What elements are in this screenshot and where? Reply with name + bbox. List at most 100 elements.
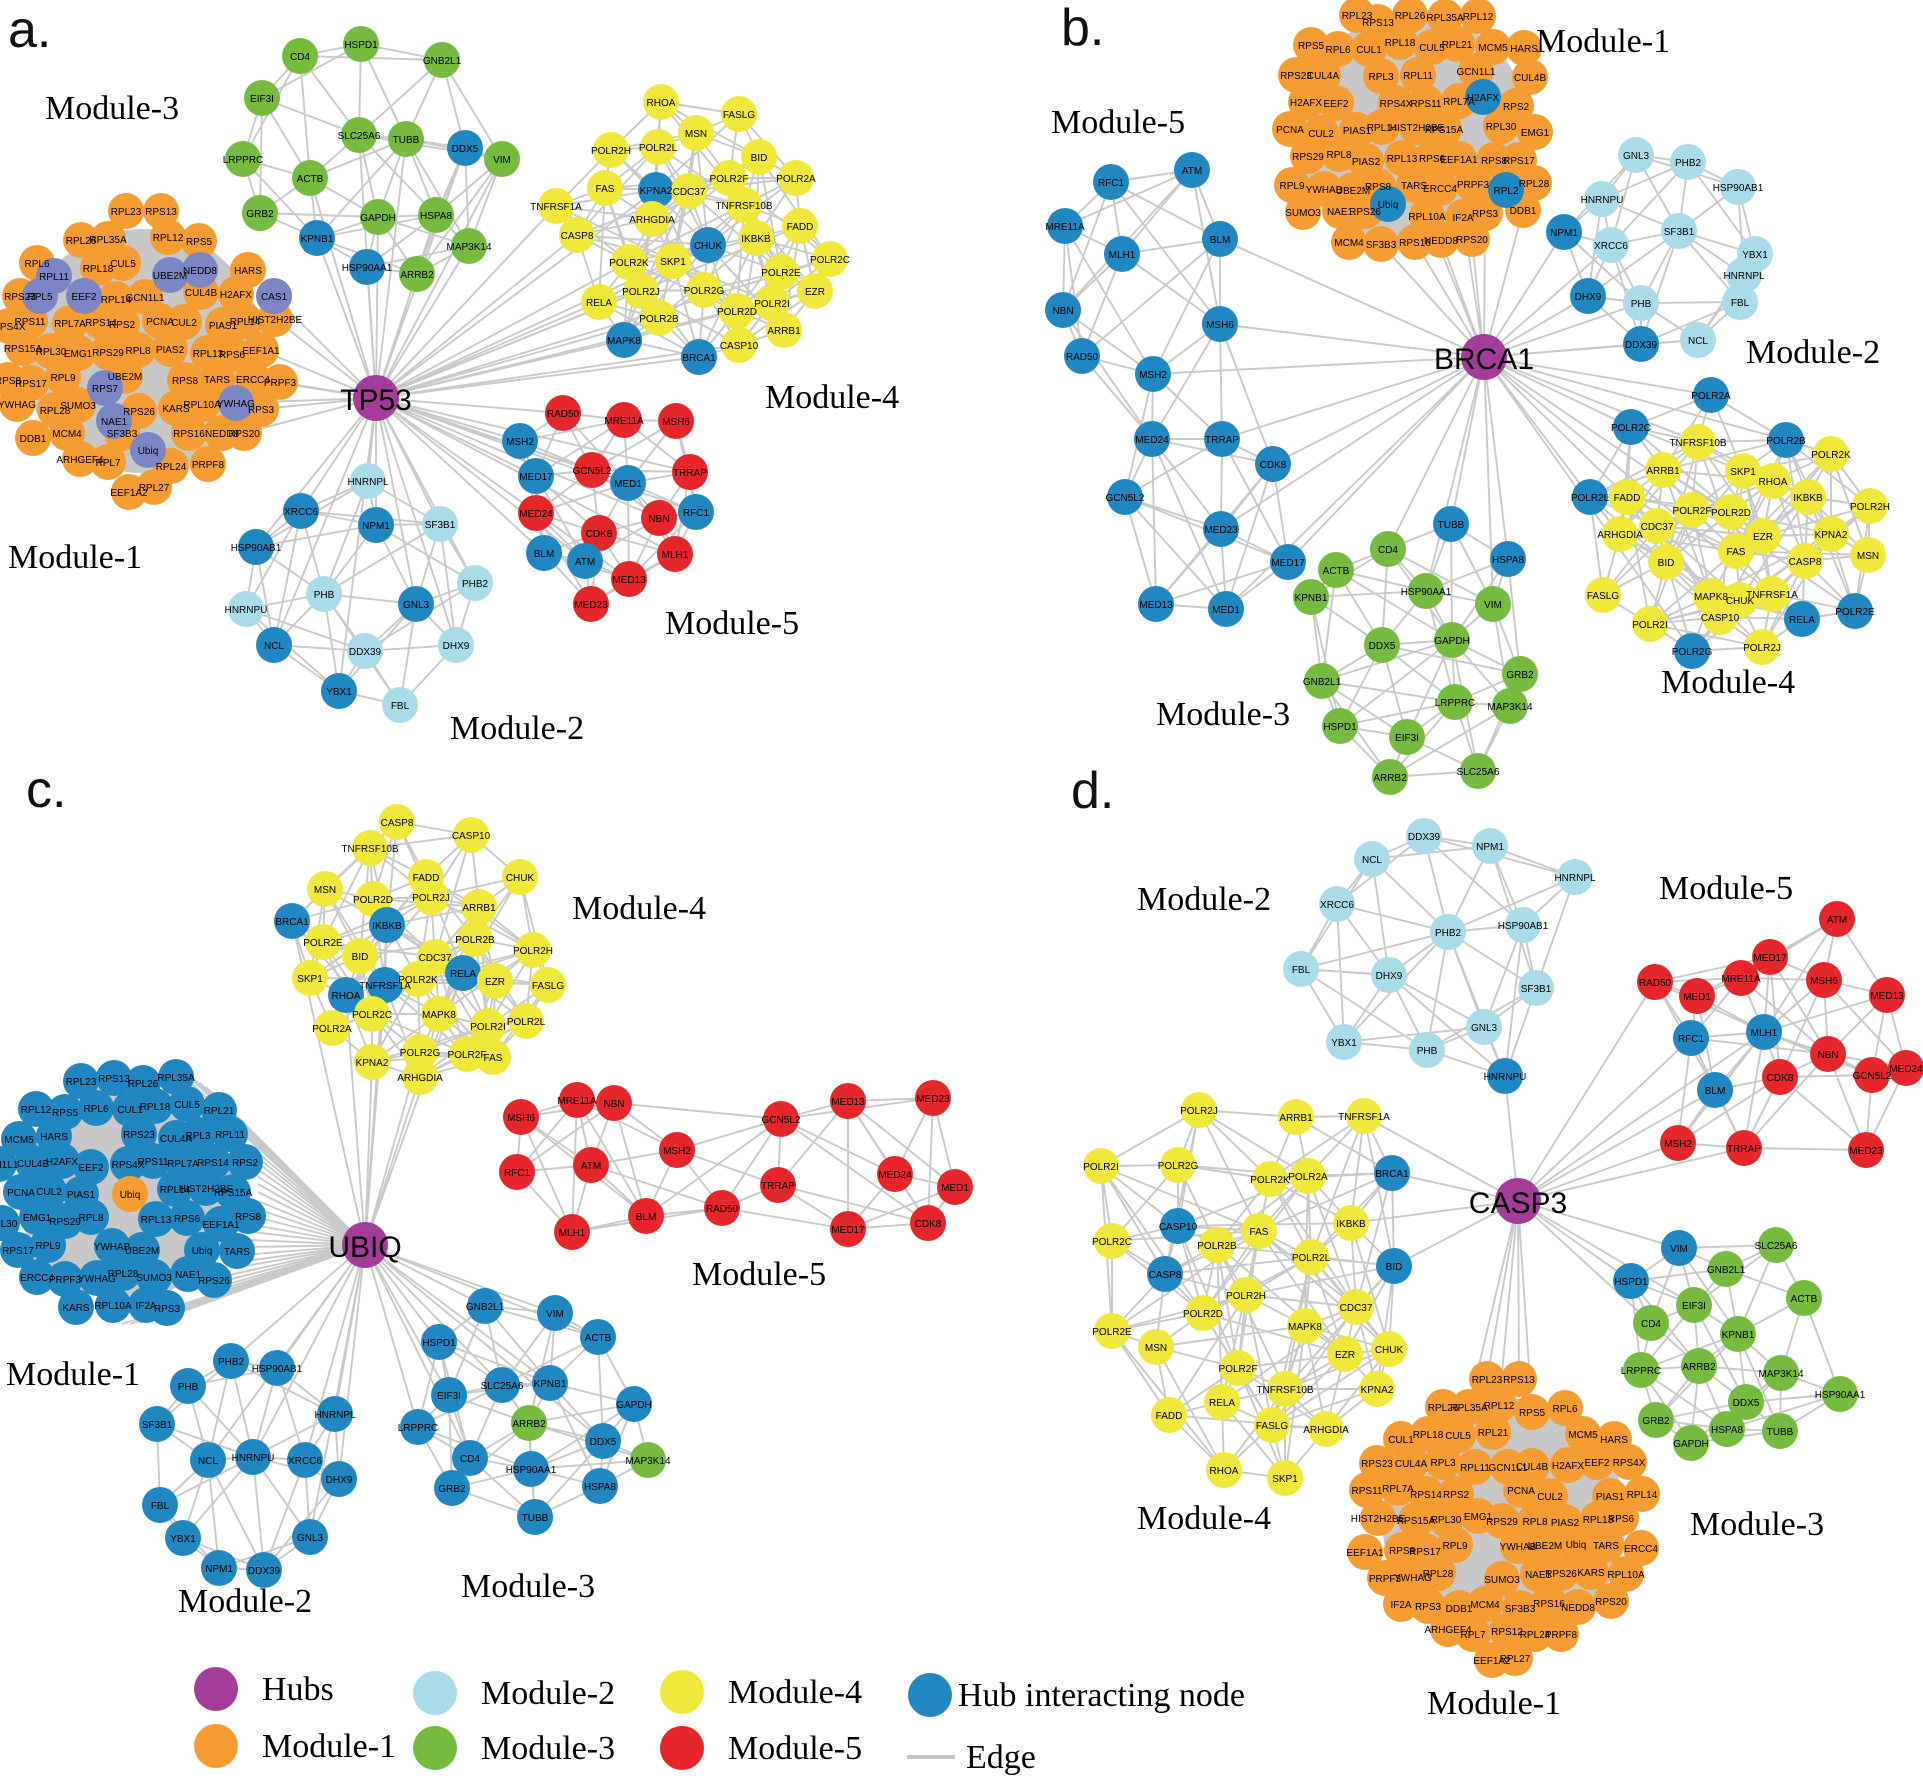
svg-text:SF3B3: SF3B3 [1366, 240, 1397, 251]
svg-text:Module-1: Module-1 [262, 1728, 396, 1765]
svg-text:MED13: MED13 [831, 1097, 865, 1108]
svg-text:RPL10A: RPL10A [1607, 1570, 1645, 1581]
svg-text:YWHAB: YWHAB [1500, 1542, 1537, 1553]
svg-text:PHB: PHB [1417, 1046, 1438, 1057]
svg-text:HSPD1: HSPD1 [422, 1338, 456, 1349]
svg-text:HSPD1: HSPD1 [1323, 722, 1357, 733]
svg-text:GNB2L1: GNB2L1 [466, 1302, 505, 1313]
svg-text:RPL35A: RPL35A [157, 1073, 195, 1084]
svg-text:SLC25A6: SLC25A6 [481, 1381, 524, 1392]
svg-text:RPL9: RPL9 [1442, 1541, 1467, 1552]
svg-text:ARHGDIA: ARHGDIA [1597, 530, 1643, 541]
svg-text:CUL2: CUL2 [1308, 129, 1334, 140]
svg-text:HIST2H2BE: HIST2H2BE [1351, 1514, 1406, 1525]
svg-text:CD4: CD4 [460, 1454, 480, 1465]
svg-text:CUL2: CUL2 [36, 1187, 62, 1198]
svg-text:RPL13: RPL13 [1387, 154, 1418, 165]
svg-text:IF2A: IF2A [135, 1301, 156, 1312]
svg-text:SF3B1: SF3B1 [142, 1420, 173, 1431]
svg-text:RPS23: RPS23 [1361, 1459, 1393, 1470]
svg-text:RPL35A: RPL35A [89, 235, 127, 246]
svg-text:DHX9: DHX9 [1376, 971, 1403, 982]
svg-text:POLR2J: POLR2J [412, 893, 450, 904]
svg-text:CAS1: CAS1 [261, 292, 288, 303]
svg-text:RPS3: RPS3 [1415, 1602, 1442, 1613]
svg-text:HARS: HARS [1510, 44, 1538, 55]
svg-text:HSP90AB1: HSP90AB1 [231, 543, 282, 554]
svg-text:RPS15A: RPS15A [214, 1188, 253, 1199]
svg-text:TUBB: TUBB [1438, 520, 1465, 531]
svg-text:ARHGEF4: ARHGEF4 [56, 455, 104, 466]
svg-text:POLR2H: POLR2H [513, 946, 553, 957]
svg-text:ARRB2: ARRB2 [1682, 1362, 1716, 1373]
svg-text:MED23: MED23 [574, 600, 608, 611]
svg-text:NEDD8: NEDD8 [1424, 236, 1458, 247]
svg-text:CDK8: CDK8 [586, 529, 613, 540]
svg-text:FAS: FAS [596, 184, 615, 195]
svg-text:MAPK8: MAPK8 [607, 336, 641, 347]
svg-text:LRPPRC: LRPPRC [1621, 1366, 1662, 1377]
svg-text:UBE2M: UBE2M [153, 271, 187, 282]
svg-text:YWHAG: YWHAG [217, 399, 255, 410]
svg-text:HNRNPU: HNRNPU [225, 605, 268, 616]
svg-text:RPL28: RPL28 [40, 406, 71, 417]
svg-text:Module-1: Module-1 [1427, 1685, 1561, 1722]
svg-text:RPS16: RPS16 [173, 429, 205, 440]
svg-text:FBL: FBL [1292, 965, 1311, 976]
svg-text:BID: BID [1658, 558, 1675, 569]
svg-text:RPS6: RPS6 [219, 350, 246, 361]
svg-text:RPL23: RPL23 [1472, 1375, 1503, 1386]
svg-text:MSH6: MSH6 [1810, 976, 1838, 987]
svg-text:MED17: MED17 [1753, 953, 1787, 964]
svg-text:RPL18: RPL18 [1413, 1430, 1444, 1441]
svg-text:POLR2F: POLR2F [1219, 1364, 1258, 1375]
svg-text:CUL5: CUL5 [110, 259, 136, 270]
svg-text:POLR2I: POLR2I [1632, 620, 1668, 631]
svg-text:RPS17: RPS17 [1409, 1547, 1441, 1558]
svg-text:XRCC6: XRCC6 [284, 507, 318, 518]
svg-text:GCN1L1: GCN1L1 [1457, 67, 1496, 78]
svg-text:PHB2: PHB2 [1675, 158, 1702, 169]
svg-text:CUL5: CUL5 [174, 1100, 200, 1111]
svg-text:Module-3: Module-3 [1690, 1506, 1824, 1543]
svg-text:Module-1: Module-1 [8, 539, 142, 576]
svg-text:MED13: MED13 [1870, 991, 1904, 1002]
svg-text:POLR2F: POLR2F [710, 174, 749, 185]
svg-text:Module-2: Module-2 [481, 1675, 615, 1712]
svg-text:DDX5: DDX5 [1369, 641, 1396, 652]
svg-text:FASLG: FASLG [1256, 1421, 1288, 1432]
svg-text:RPS3: RPS3 [154, 1304, 181, 1315]
svg-text:DDX39: DDX39 [1625, 340, 1658, 351]
svg-text:H2AFX: H2AFX [220, 290, 253, 301]
svg-text:RFC1: RFC1 [504, 1168, 531, 1179]
svg-text:ARRB2: ARRB2 [1373, 773, 1407, 784]
svg-text:RPL9: RPL9 [1279, 181, 1304, 192]
svg-text:GCN5L2: GCN5L2 [1853, 1071, 1892, 1082]
svg-text:RPL3: RPL3 [1430, 1458, 1455, 1469]
svg-text:RPL7A: RPL7A [1443, 97, 1475, 108]
svg-text:MCM5: MCM5 [4, 1135, 34, 1146]
svg-text:Module-5: Module-5 [728, 1730, 862, 1767]
svg-text:SLC25A6: SLC25A6 [1755, 1241, 1798, 1252]
svg-text:RPL14: RPL14 [1627, 1490, 1658, 1501]
svg-text:CUL4B: CUL4B [1516, 1462, 1549, 1473]
svg-text:ARRB2: ARRB2 [400, 270, 434, 281]
svg-text:HIST2H2BE: HIST2H2BE [248, 315, 303, 326]
svg-text:RPL35A: RPL35A [1426, 13, 1464, 24]
svg-text:HSP90AB1: HSP90AB1 [1498, 921, 1549, 932]
svg-text:MED23: MED23 [916, 1094, 950, 1105]
svg-text:Module-3: Module-3 [461, 1568, 595, 1605]
svg-text:UBIQ: UBIQ [328, 1231, 401, 1264]
svg-text:Module-4: Module-4 [572, 890, 706, 927]
svg-text:RELA: RELA [586, 298, 612, 309]
svg-text:RPL21: RPL21 [1478, 1428, 1509, 1439]
svg-text:RPS17: RPS17 [15, 379, 47, 390]
svg-text:RPS17: RPS17 [2, 1246, 34, 1257]
svg-text:HSPA8: HSPA8 [1711, 1425, 1743, 1436]
svg-text:FASLG: FASLG [1587, 591, 1619, 602]
svg-text:KPNA2: KPNA2 [640, 186, 673, 197]
svg-text:PIAS2: PIAS2 [156, 345, 185, 356]
svg-text:RPS13: RPS13 [98, 1074, 130, 1085]
svg-text:KPNA2: KPNA2 [1361, 1385, 1394, 1396]
svg-text:CD4: CD4 [1378, 545, 1398, 556]
